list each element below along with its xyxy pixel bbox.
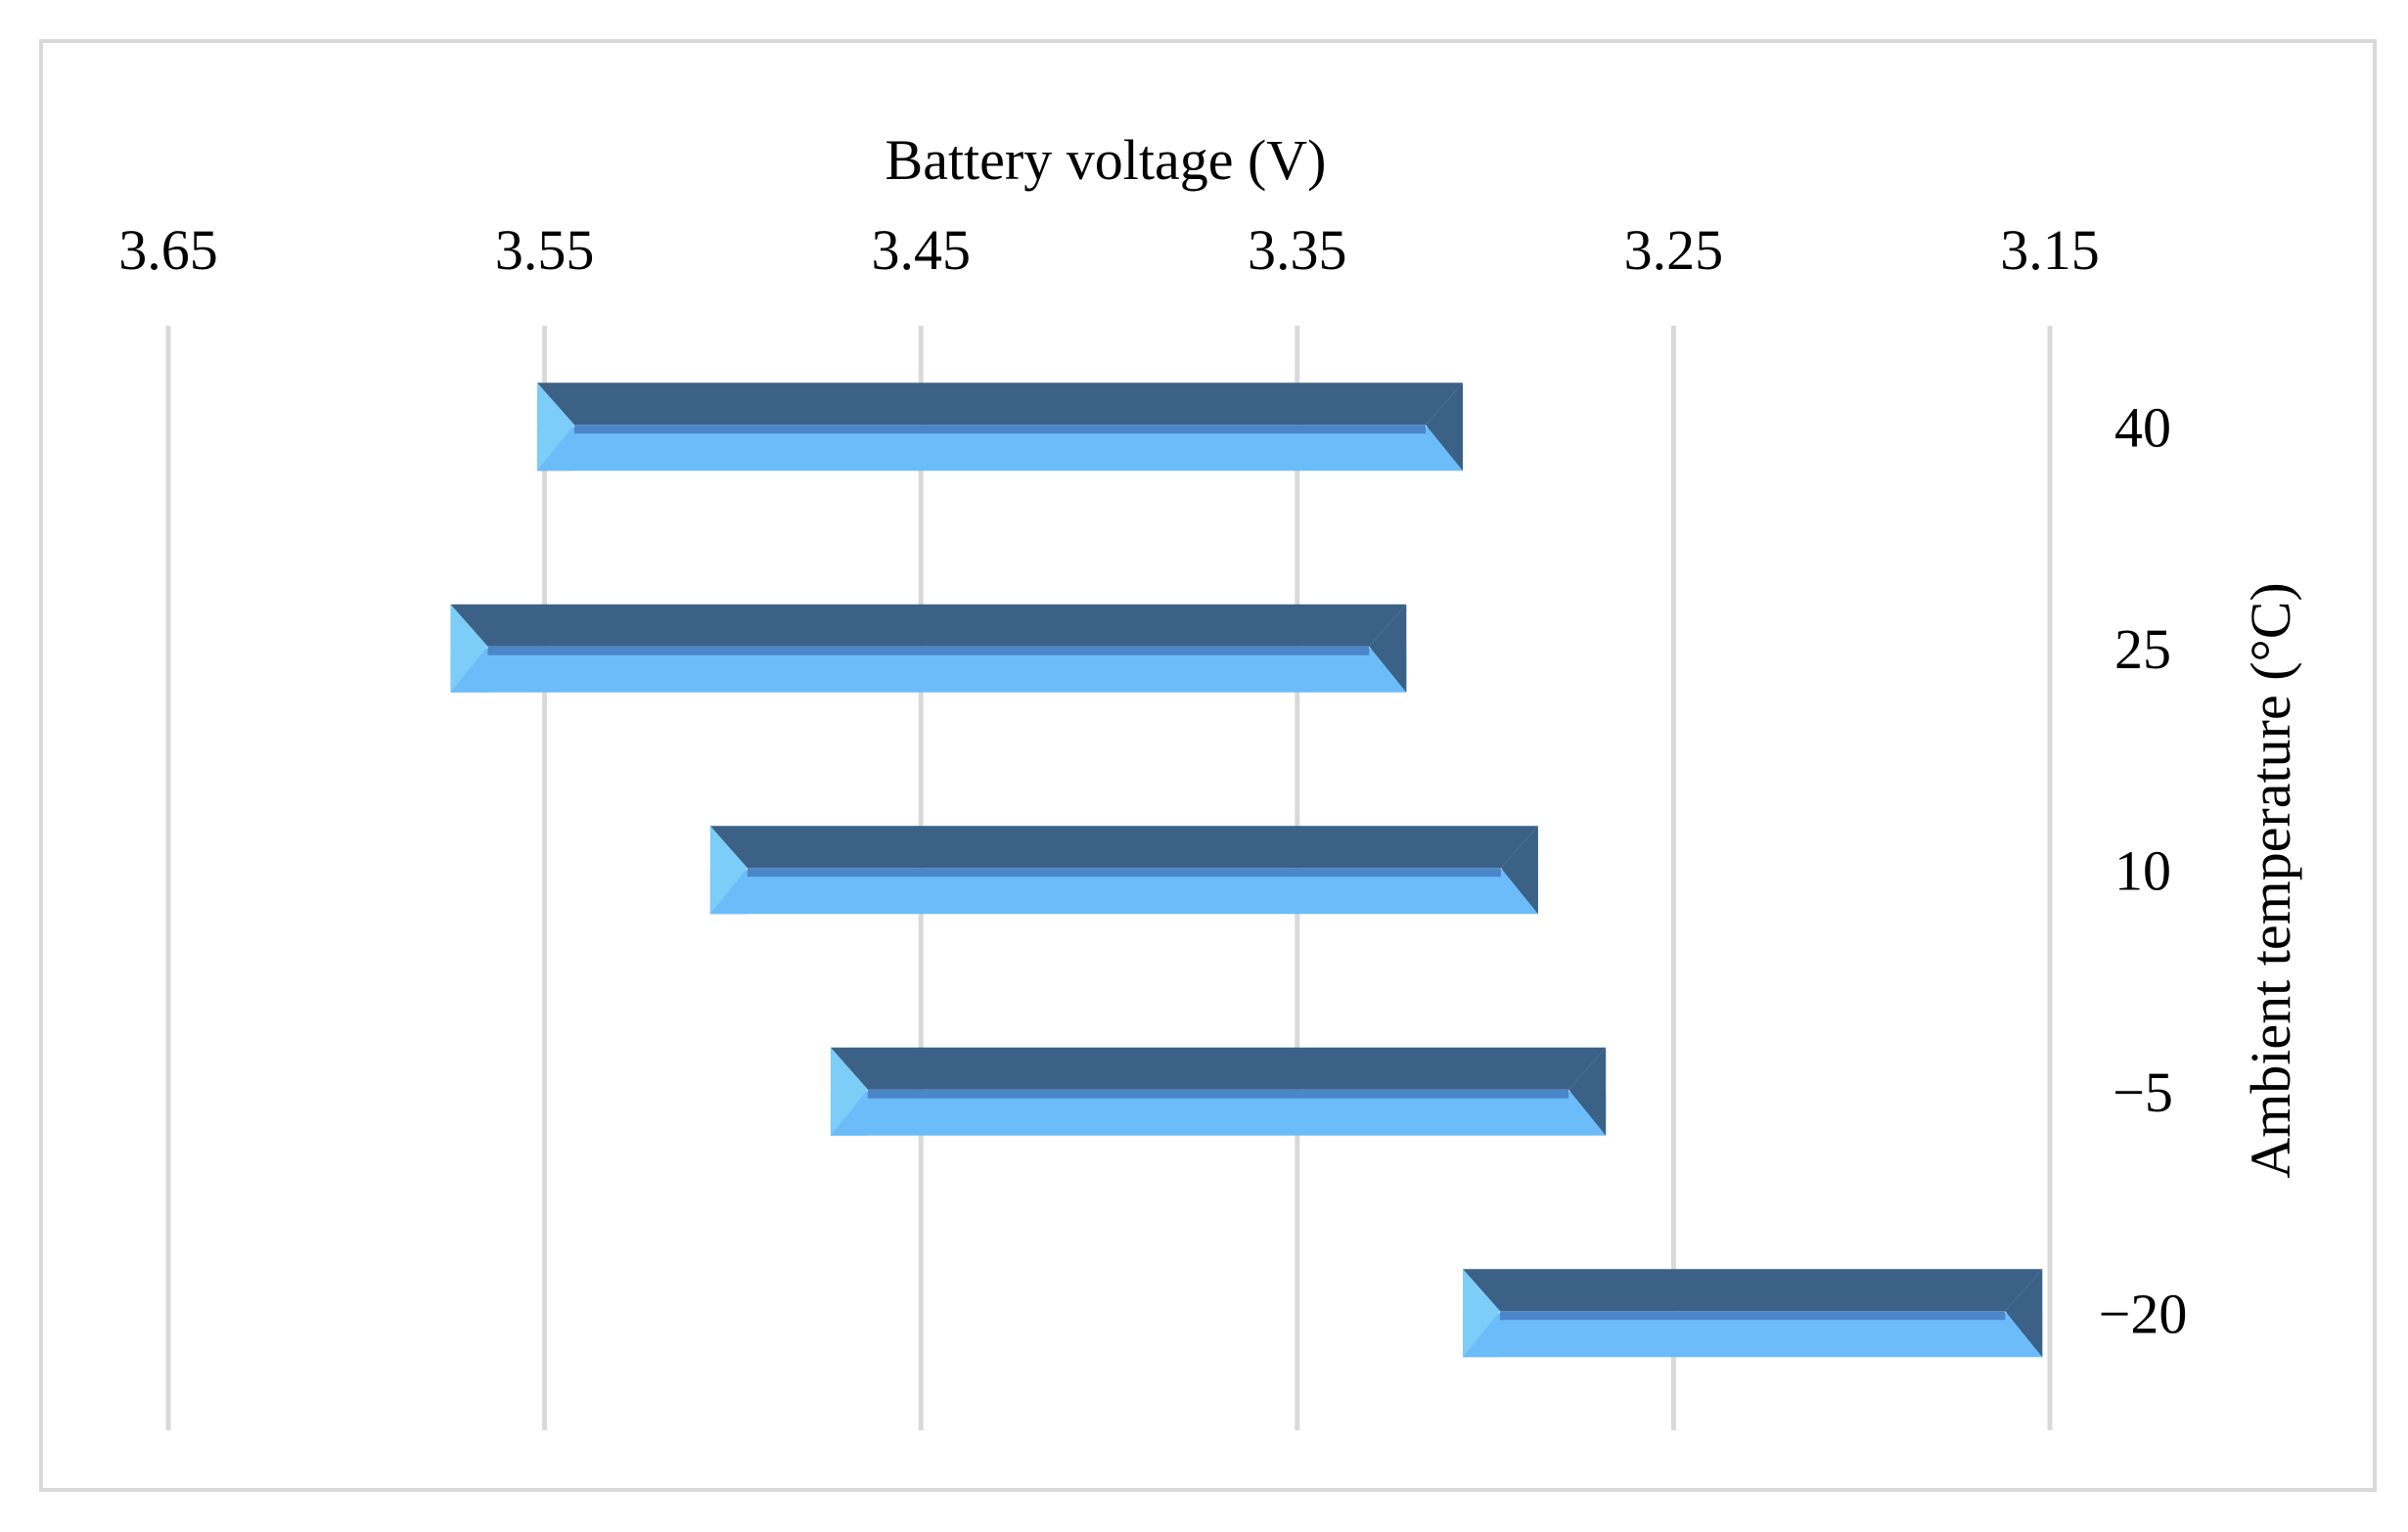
x-tick-label: 3.65 <box>118 218 218 282</box>
x-tick-label: 3.55 <box>495 218 595 282</box>
bar-bottom-face <box>536 427 1464 472</box>
bar-top-face <box>450 604 1407 647</box>
bar-right-bevel <box>1568 1047 1607 1136</box>
y-tick-label: −5 <box>2113 1060 2173 1124</box>
bar-mid-strip <box>1500 1311 2006 1321</box>
bar-bottom-bevel <box>536 433 574 472</box>
x-axis-title: Battery voltage (V) <box>886 128 1327 192</box>
bar-bottom-face <box>450 648 1407 693</box>
bars <box>450 383 2043 1358</box>
y-axis-title: Ambient temperature (°C) <box>2239 582 2302 1178</box>
bar-right-bevel <box>1500 826 1538 915</box>
bar-bottom-bevel <box>709 877 748 915</box>
x-tick-labels: 3.65 3.55 3.45 3.35 3.25 3.15 <box>118 218 2100 282</box>
bar-top-face <box>709 826 1538 869</box>
bar-mid-strip <box>487 646 1370 655</box>
bar-bottom-face <box>1463 1313 2043 1358</box>
bar <box>450 604 1407 693</box>
bar-left-bevel <box>830 1047 868 1136</box>
bar-right-bevel <box>1369 604 1407 693</box>
chart-frame <box>39 39 2377 1492</box>
x-tick-label: 3.25 <box>1624 218 1724 282</box>
bar-mid-strip <box>747 868 1501 878</box>
x-tick-label: 3.15 <box>2000 218 2100 282</box>
bar-right-bevel <box>1426 383 1464 472</box>
bar-top-face <box>536 383 1464 426</box>
bar-bottom-bevel <box>830 1098 868 1136</box>
x-tick-label: 3.35 <box>1248 218 1347 282</box>
bar-right-bevel <box>2005 1269 2043 1358</box>
bar-left-bevel <box>709 826 748 915</box>
bar-left-bevel <box>1463 1269 1501 1358</box>
gridlines <box>165 326 2053 1430</box>
bar-bottom-bevel <box>1463 1320 1501 1358</box>
bar-bottom-face <box>709 870 1538 915</box>
y-tick-label: −20 <box>2099 1282 2188 1345</box>
bar-top-face <box>830 1047 1607 1090</box>
bar-mid-strip <box>867 1089 1569 1099</box>
bar <box>830 1047 1607 1136</box>
bar <box>709 826 1538 915</box>
y-tick-labels: 40 25 10 −5 −20 <box>2099 395 2188 1345</box>
bar-bottom-bevel <box>450 654 488 693</box>
x-tick-label: 3.45 <box>871 218 971 282</box>
y-tick-label: 40 <box>2114 395 2171 459</box>
bar-left-bevel <box>450 604 488 693</box>
y-tick-label: 10 <box>2114 838 2171 902</box>
y-tick-label: 25 <box>2114 617 2171 681</box>
bar-top-face <box>1463 1269 2043 1312</box>
bar-bottom-face <box>830 1091 1607 1136</box>
bar <box>1463 1269 2043 1358</box>
bar-left-bevel <box>536 383 574 472</box>
bar <box>536 383 1464 472</box>
bar-mid-strip <box>573 425 1427 434</box>
